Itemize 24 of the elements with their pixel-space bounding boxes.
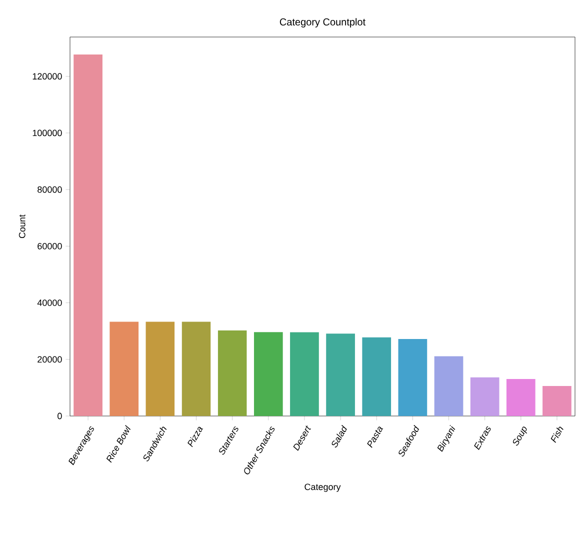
y-tick-label: 0 bbox=[58, 412, 62, 420]
bar bbox=[254, 332, 283, 416]
y-tick-label: 60000 bbox=[38, 242, 62, 250]
bar bbox=[326, 334, 355, 416]
y-tick-label: 100000 bbox=[32, 130, 62, 136]
y-axis-title: Count bbox=[18, 214, 26, 238]
bar bbox=[542, 386, 572, 416]
bar bbox=[182, 322, 211, 416]
bar bbox=[434, 356, 464, 416]
bar bbox=[290, 332, 319, 416]
y-tick-label: 80000 bbox=[38, 186, 62, 193]
bar bbox=[362, 337, 392, 416]
bar bbox=[506, 379, 536, 416]
bar bbox=[218, 330, 247, 416]
x-axis-title: Category bbox=[304, 484, 341, 492]
bar bbox=[146, 322, 175, 416]
y-tick-label: 20000 bbox=[38, 356, 62, 363]
bar bbox=[398, 339, 428, 416]
bar bbox=[110, 322, 139, 416]
bar bbox=[74, 54, 102, 416]
y-tick-label: 120000 bbox=[32, 73, 62, 80]
chart-title: Category Countplot bbox=[280, 18, 366, 28]
bar bbox=[470, 377, 500, 416]
y-tick-label: 40000 bbox=[37, 300, 62, 306]
